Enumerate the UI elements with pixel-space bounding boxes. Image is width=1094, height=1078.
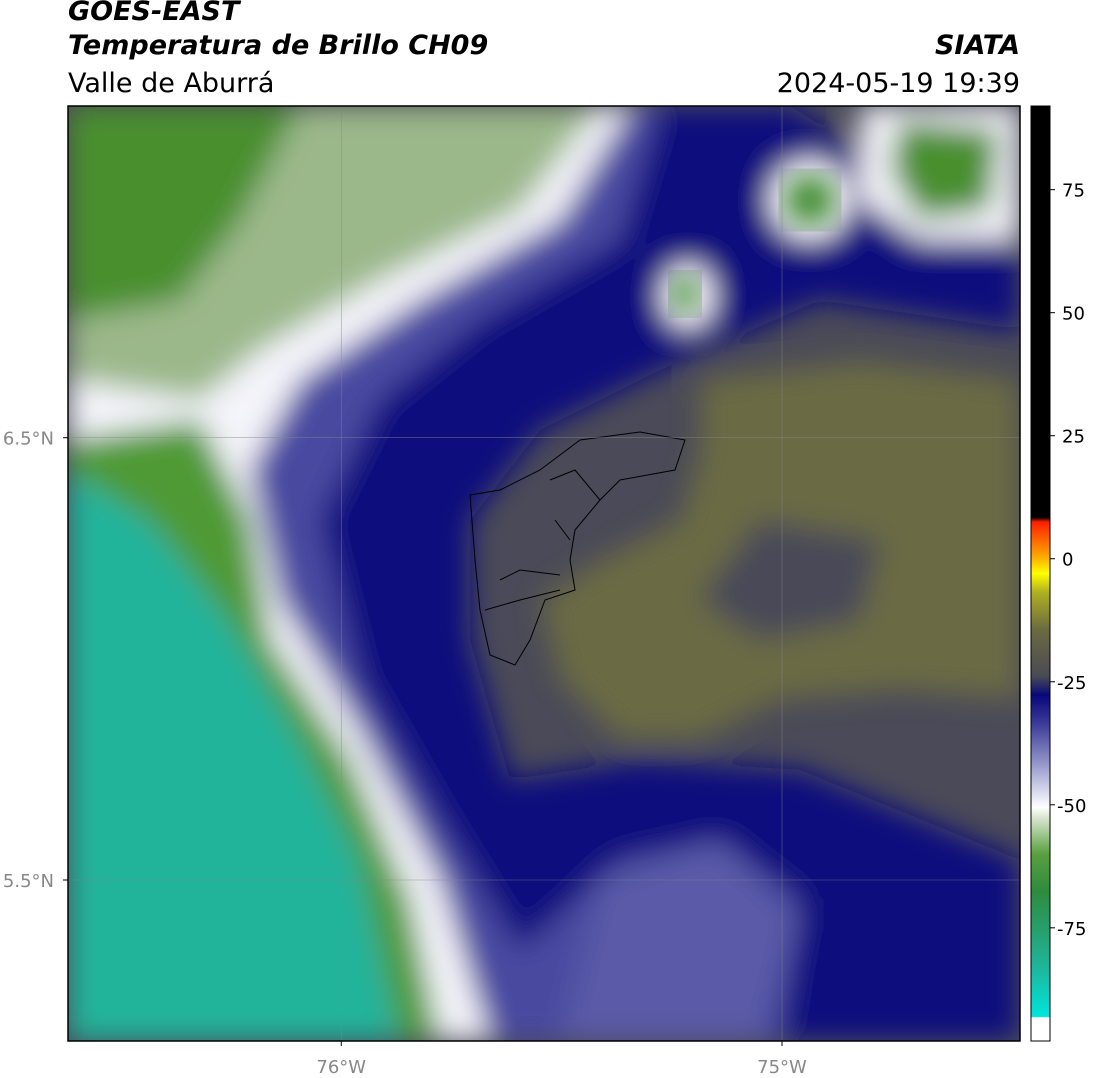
colorbar-tick-label: 50: [1062, 304, 1085, 325]
grid: [68, 106, 1020, 1041]
colorbar-tick-label: -50: [1057, 796, 1086, 817]
colorbar-tick-label: -25: [1057, 673, 1086, 694]
datetime: 2024-05-19 19:39: [777, 68, 1020, 99]
colorbar-tick-label: -75: [1057, 919, 1086, 940]
y-tick-label: 6.5°N: [3, 429, 54, 450]
subtitle: Temperatura de Brillo CH09: [68, 30, 488, 61]
map-frame: [67, 105, 1021, 1042]
colorbar-tick-label: 0: [1062, 550, 1073, 571]
source: SIATA: [935, 30, 1020, 61]
region: Valle de Aburrá: [68, 68, 274, 99]
colorbar-tick-label: 75: [1062, 181, 1085, 202]
map-image: [68, 106, 1020, 1041]
x-tick-label: 75°W: [757, 1057, 807, 1078]
x-tick-label: 76°W: [316, 1057, 366, 1078]
y-tick-label: 5.5°N: [3, 871, 54, 892]
title: GOES-EAST: [68, 0, 242, 27]
colorbar-tick-label: 25: [1062, 427, 1085, 448]
colorbar: [1030, 105, 1051, 1042]
